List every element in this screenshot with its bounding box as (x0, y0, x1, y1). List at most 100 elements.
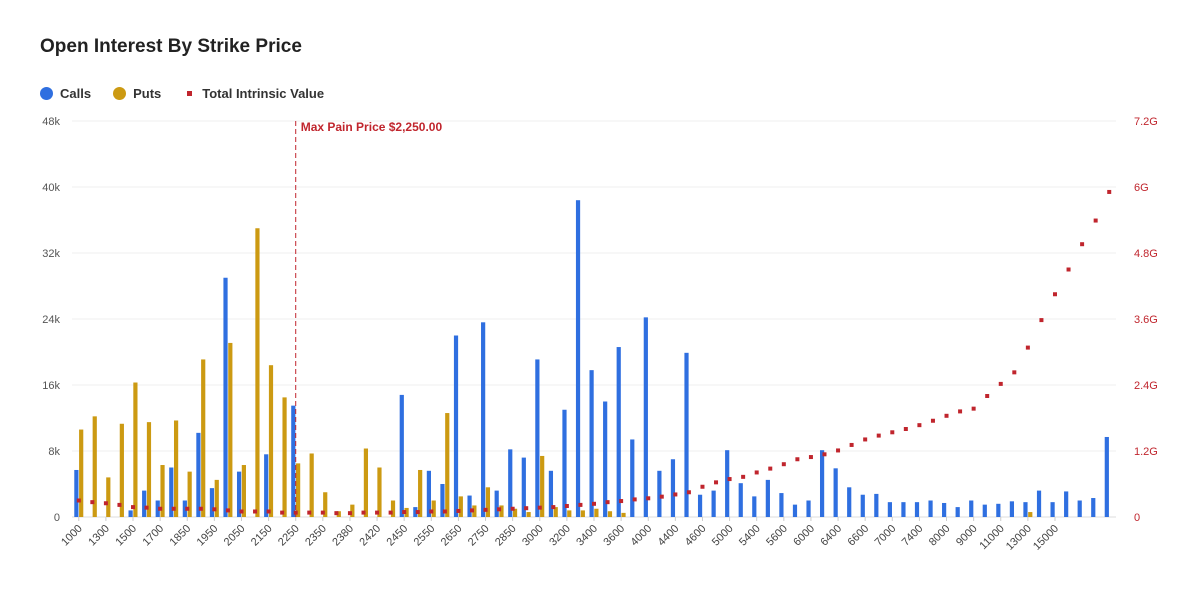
puts-bar (106, 477, 111, 517)
intrinsic-value-point (1052, 292, 1057, 297)
x-axis-tick-label: 8000 (927, 523, 953, 549)
calls-bar (1104, 436, 1109, 517)
x-axis-tick-label: 3600 (601, 523, 627, 549)
intrinsic-value-point (185, 506, 190, 511)
right-axis-tick-label: 0 (1134, 512, 1140, 524)
calls-bar (860, 494, 865, 517)
calls-bar (711, 490, 716, 517)
intrinsic-swatch-icon (187, 91, 193, 96)
puts-bar (214, 479, 219, 518)
x-axis-tick-label: 2250 (276, 523, 302, 549)
chart-title: Open Interest By Strike Price (40, 36, 302, 57)
intrinsic-value-point (293, 510, 298, 515)
intrinsic-value-point (361, 510, 366, 515)
x-axis-tick-label: 4400 (656, 523, 682, 549)
intrinsic-value-point (76, 498, 81, 503)
puts-bar (119, 423, 124, 517)
legend-item-puts[interactable]: Puts (113, 86, 161, 101)
intrinsic-value-point (469, 508, 474, 513)
puts-bar (309, 453, 314, 517)
intrinsic-value-point (836, 448, 841, 453)
calls-bar (833, 468, 838, 517)
x-axis-tick-label: 13000 (1004, 523, 1034, 553)
puts-bar (418, 469, 423, 517)
right-axis-tick-label: 7.2G (1134, 116, 1158, 128)
x-axis-tick-label: 2380 (330, 523, 356, 549)
x-axis-tick-label: 3200 (547, 523, 573, 549)
calls-bar (182, 500, 187, 517)
x-axis-tick-label: 3000 (520, 523, 546, 549)
intrinsic-value-point (795, 457, 800, 462)
x-axis-tick-label: 2550 (412, 523, 438, 549)
calls-bar (1050, 502, 1055, 517)
intrinsic-value-point (822, 452, 827, 457)
intrinsic-value-point (347, 511, 352, 516)
max-pain-label: Max Pain Price $2,250.00 (301, 120, 443, 134)
calls-bar (548, 470, 554, 517)
left-axis-tick-label: 48k (42, 116, 60, 128)
intrinsic-value-point (483, 507, 488, 512)
calls-bar (535, 359, 540, 517)
left-axis-tick-label: 40k (42, 182, 60, 194)
intrinsic-value-point (442, 509, 447, 514)
puts-bar (431, 500, 436, 517)
calls-bar (196, 432, 201, 517)
calls-bar (1036, 490, 1042, 517)
puts-bar (580, 510, 585, 517)
puts-bar (146, 422, 152, 518)
calls-bar (453, 335, 459, 517)
calls-bar (792, 504, 798, 518)
calls-bar (494, 490, 499, 517)
legend-item-calls[interactable]: Calls (40, 86, 91, 101)
intrinsic-value-point (578, 502, 583, 507)
intrinsic-value-point (564, 504, 569, 508)
left-axis-tick-label: 32k (42, 248, 60, 260)
legend-label-puts: Puts (133, 86, 162, 101)
intrinsic-value-point (863, 437, 868, 442)
intrinsic-value-point (456, 508, 461, 513)
calls-bar (603, 401, 608, 517)
intrinsic-value-point (592, 501, 596, 506)
puts-bar (228, 342, 233, 517)
x-axis-tick-label: 11000 (977, 523, 1007, 553)
calls-bar (969, 500, 974, 517)
puts-bar (268, 365, 274, 517)
intrinsic-value-point (930, 418, 935, 423)
puts-bar (621, 512, 626, 518)
calls-bar (399, 394, 404, 517)
x-axis-tick-label: 7000 (873, 523, 899, 549)
calls-bar (684, 352, 689, 517)
puts-bar (404, 507, 409, 517)
calls-bar (697, 494, 703, 517)
right-axis-tick-label: 6G (1134, 182, 1149, 194)
intrinsic-value-point (510, 506, 515, 511)
x-axis-tick-label: 1850 (168, 523, 194, 549)
intrinsic-value-point (944, 413, 949, 418)
calls-bar (752, 496, 757, 518)
calls-bar (1077, 500, 1082, 517)
calls-bar (209, 488, 215, 518)
calls-bar (874, 493, 879, 517)
x-axis-tick-label: 15000 (1031, 523, 1061, 553)
intrinsic-value-point (849, 442, 854, 447)
left-axis-tick-label: 8k (48, 446, 60, 458)
intrinsic-value-point (619, 499, 624, 504)
calls-bar (657, 470, 662, 517)
intrinsic-value-point (212, 507, 217, 512)
right-axis-tick-label: 1.2G (1134, 446, 1158, 458)
x-axis-tick-label: 2850 (493, 523, 519, 549)
intrinsic-value-point (171, 506, 176, 511)
calls-bar (847, 487, 852, 517)
intrinsic-value-point (808, 455, 813, 460)
x-axis-tick-label: 2650 (439, 523, 465, 549)
calls-bar (779, 493, 784, 517)
intrinsic-value-point (754, 470, 759, 475)
legend-item-intrinsic[interactable]: Total Intrinsic Value (183, 86, 324, 101)
intrinsic-value-point (131, 505, 136, 510)
intrinsic-value-point (781, 462, 786, 467)
puts-bar (255, 228, 260, 517)
intrinsic-value-point (727, 477, 732, 482)
calls-bar (806, 500, 811, 517)
puts-bar (472, 505, 477, 517)
